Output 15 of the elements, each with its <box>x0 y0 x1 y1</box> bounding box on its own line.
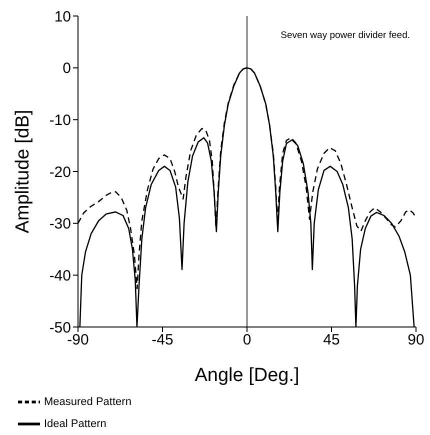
legend-label: Ideal Pattern <box>44 418 106 430</box>
y-tick-label: -30 <box>49 216 71 233</box>
y-tick-label: -40 <box>49 267 71 284</box>
y-tick-label: 10 <box>54 8 71 26</box>
x-tick-label: 45 <box>323 332 340 349</box>
x-tick-label: 90 <box>408 332 424 349</box>
y-tick-label: 0 <box>62 60 71 78</box>
legend-label: Measured Pattern <box>44 396 132 408</box>
y-tick-label: -10 <box>49 112 71 129</box>
x-tick-label: -45 <box>152 332 174 349</box>
x-axis-title: Angle [Deg.] <box>194 365 300 386</box>
annotation: Seven way power divider feed. <box>280 30 410 41</box>
x-tick-label: 0 <box>242 332 252 349</box>
y-tick-label: -20 <box>49 164 71 181</box>
y-axis-title: Amplitude [dB] <box>12 110 34 234</box>
